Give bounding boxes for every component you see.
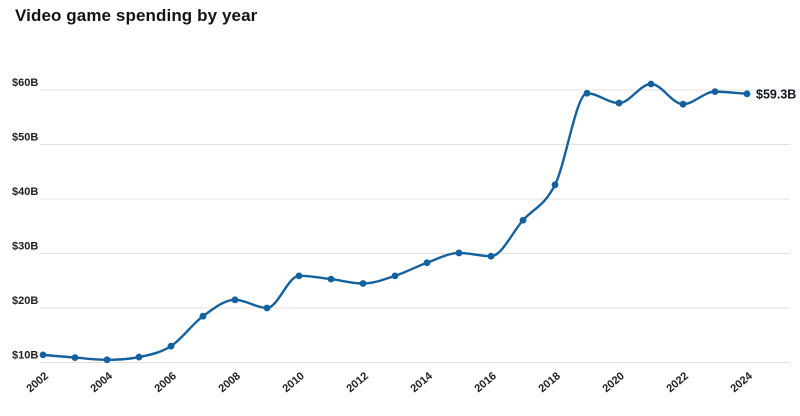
data-point-2023: [711, 88, 719, 96]
x-axis-tick-label: 2008: [216, 370, 242, 395]
data-point-2002: [39, 351, 47, 359]
x-axis-tick-label: 2024: [728, 370, 755, 395]
y-axis-tick-label: $50B: [12, 132, 38, 144]
x-axis-tick-label: 2022: [664, 370, 690, 395]
y-axis-tick-label: $40B: [12, 186, 38, 198]
data-point-2016: [487, 252, 495, 260]
data-point-2011: [327, 275, 335, 283]
y-axis-tick-label: $60B: [12, 77, 38, 89]
data-point-2015: [455, 249, 463, 257]
x-axis-tick-label: 2014: [408, 370, 435, 395]
x-axis-tick-label: 2010: [280, 370, 306, 395]
data-point-2006: [167, 342, 175, 350]
x-axis-tick-label: 2018: [536, 370, 562, 395]
data-point-2009: [263, 304, 271, 312]
data-point-2005: [135, 353, 143, 361]
data-point-2008: [231, 296, 239, 304]
end-value-label: $59.3B: [756, 87, 796, 101]
x-axis-tick-label: 2004: [88, 370, 115, 395]
data-point-2017: [519, 216, 527, 224]
data-point-2003: [71, 354, 79, 361]
y-axis-tick-label: $30B: [12, 241, 38, 253]
data-point-2019: [583, 89, 591, 97]
data-point-2024: [743, 90, 751, 98]
data-point-2022: [679, 100, 687, 108]
data-point-2007: [199, 312, 207, 320]
x-axis-tick-label: 2002: [24, 370, 50, 395]
spending-line: [41, 82, 749, 361]
y-axis-tick-label: $20B: [12, 295, 38, 307]
data-point-2014: [423, 259, 431, 267]
x-axis-tick-label: 2020: [600, 370, 626, 395]
data-point-2013: [391, 272, 399, 280]
data-point-2020: [615, 99, 623, 107]
data-point-2012: [359, 280, 367, 287]
data-point-2018: [551, 181, 559, 189]
x-axis-tick-label: 2006: [152, 370, 178, 395]
x-axis-tick-label: 2012: [344, 370, 370, 395]
data-point-2010: [295, 272, 303, 280]
x-axis-tick-label: 2016: [472, 370, 498, 395]
data-point-2004: [103, 356, 111, 364]
chart-title: Video game spending by year: [15, 6, 258, 25]
data-point-2021: [647, 80, 655, 88]
y-axis-tick-label: $10B: [12, 350, 38, 362]
